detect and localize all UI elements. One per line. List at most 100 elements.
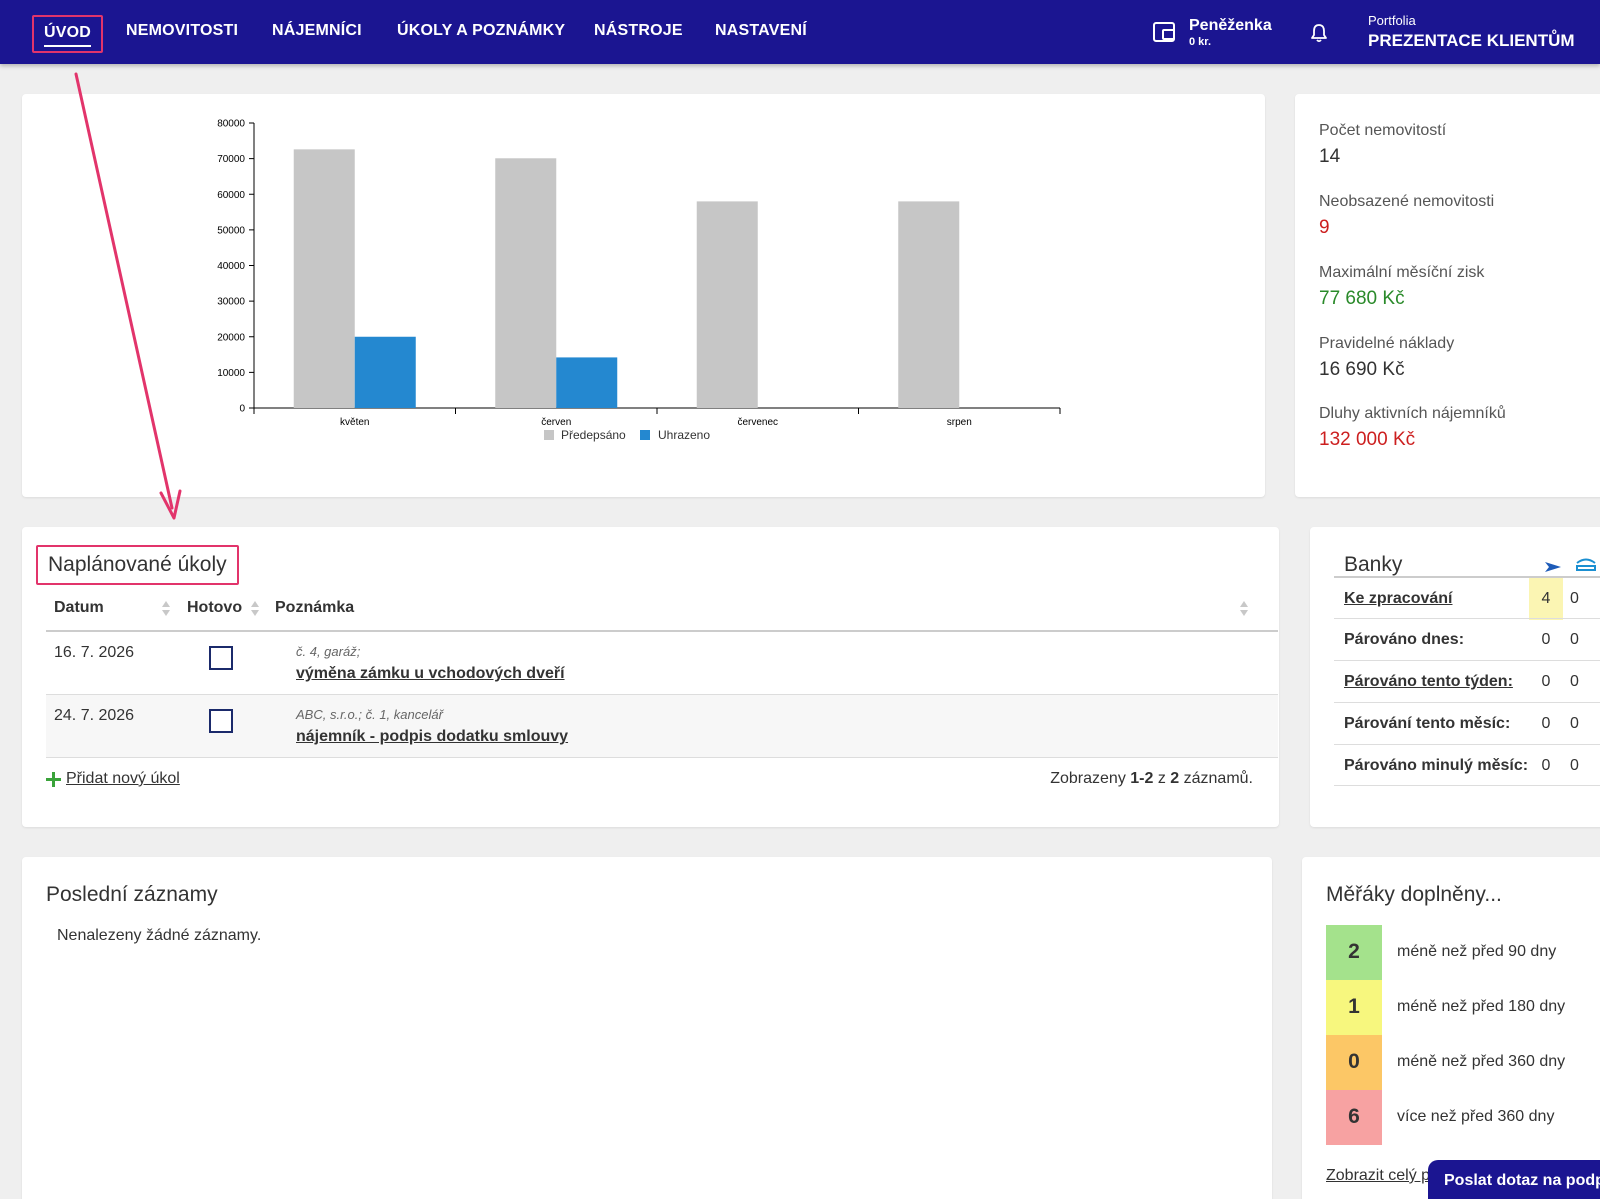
y-tick-label: 0	[239, 404, 245, 415]
paired-last-month-label: Párováno minulý měsíc:	[1344, 757, 1529, 774]
stat-label-property-count: Počet nemovitostí	[1319, 122, 1447, 139]
task-meta: ABC, s.r.o.; č. 1, kancelář	[296, 707, 443, 722]
stat-label-max-profit: Maximální měsíční zisk	[1319, 264, 1485, 281]
bank-row-paired-today: Párováno dnes: 0 0	[1334, 618, 1600, 660]
bank-count: 0	[1570, 673, 1579, 690]
bank-row-paired-month: Párování tento měsíc: 0 0	[1334, 702, 1600, 744]
x-tick-label: červenec	[737, 417, 778, 428]
sort-icon[interactable]	[1240, 601, 1248, 617]
meters-title: Měřáky doplněny...	[1326, 883, 1502, 906]
bank-row-paired-week: Párováno tento týden: 0 0	[1334, 660, 1600, 702]
nav-item-nemovitosti[interactable]: NEMOVITOSTI	[126, 22, 239, 39]
row-divider	[46, 694, 1278, 695]
table-row: 16. 7. 2026 č. 4, garáž; výměna zámku u …	[46, 632, 1278, 694]
support-request-button[interactable]: Poslat dotaz na podporu	[1428, 1160, 1600, 1199]
task-note-link[interactable]: výměna zámku u vchodových dveří	[296, 665, 565, 682]
stat-value-max-profit: 77 680 Kč	[1319, 288, 1405, 309]
bank-count: 0	[1541, 673, 1551, 690]
wallet-title: Peněženka	[1189, 17, 1272, 34]
task-note-link[interactable]: nájemník - podpis dodatku smlouvy	[296, 728, 569, 745]
bell-icon[interactable]	[1310, 23, 1328, 43]
column-header-done[interactable]: Hotovo	[187, 599, 243, 616]
bar-predepsano	[696, 201, 758, 408]
top-navigation-bar: ÚVOD NEMOVITOSTI NÁJEMNÍCI ÚKOLY A POZNÁ…	[0, 0, 1600, 64]
column-header-date[interactable]: Datum	[54, 599, 104, 616]
csob-logo-icon	[1576, 558, 1596, 571]
legend-swatch-uhrazeno	[640, 430, 650, 440]
portfolio-selector[interactable]: PREZENTACE KLIENTŮM	[1368, 31, 1575, 50]
bank-count: 0	[1570, 757, 1579, 774]
nav-item-nastroje[interactable]: NÁSTROJE	[594, 22, 683, 39]
task-date: 16. 7. 2026	[54, 644, 135, 661]
meter-count-over-360: 6	[1326, 1090, 1382, 1145]
paired-today-label: Párováno dnes:	[1344, 631, 1465, 648]
wallet-amount: 0 kr.	[1189, 36, 1212, 48]
meter-label-360: méně než před 360 dny	[1397, 1053, 1566, 1070]
y-tick-label: 70000	[217, 154, 245, 165]
bank-count: 0	[1541, 715, 1551, 732]
stat-value-tenant-debts: 132 000 Kč	[1319, 429, 1416, 450]
plus-icon	[46, 772, 61, 787]
x-tick-label: srpen	[947, 417, 972, 428]
recent-records-empty: Nenalezeny žádné záznamy.	[57, 927, 262, 944]
paired-month-label: Párování tento měsíc:	[1344, 715, 1511, 732]
recent-records-title: Poslední záznamy	[46, 883, 218, 906]
payments-chart: 0 10000 20000 30000 40000 50000 60000 70000 8000…	[217, 119, 1061, 442]
legend-swatch-predepsano	[544, 430, 554, 440]
meter-label-over-360: více než před 360 dny	[1397, 1108, 1555, 1125]
task-done-checkbox[interactable]	[209, 709, 233, 733]
to-process-link[interactable]: Ke zpracování	[1344, 590, 1453, 607]
banks-card: Banky Ke zpracování 4 0 Párováno dnes: 0…	[1310, 527, 1600, 827]
bank-count: 0	[1570, 631, 1579, 648]
y-tick-label: 20000	[217, 332, 245, 343]
paired-week-link[interactable]: Párováno tento týden:	[1344, 673, 1513, 690]
sort-icon[interactable]	[251, 601, 259, 617]
bank-count: 0	[1541, 631, 1551, 648]
stat-value-regular-costs: 16 690 Kč	[1319, 359, 1405, 380]
bar-predepsano	[898, 201, 960, 408]
task-date: 24. 7. 2026	[54, 707, 135, 724]
nav-item-nastaveni[interactable]: NASTAVENÍ	[715, 22, 807, 39]
portfolio-stats-card: Počet nemovitostí 14 Neobsazené nemovito…	[1295, 94, 1600, 497]
payments-chart-card: 0 10000 20000 30000 40000 50000 60000 70000 8000…	[22, 94, 1265, 497]
pagination-summary: Zobrazeny 1-2 z 2 záznamů.	[1050, 770, 1253, 787]
task-meta: č. 4, garáž;	[296, 644, 361, 659]
nav-item-ukoly-a-poznamky[interactable]: ÚKOLY A POZNÁMKY	[397, 22, 566, 39]
sort-icon[interactable]	[162, 601, 170, 617]
bar-uhrazeno	[354, 336, 416, 408]
recent-records-card: Poslední záznamy Nenalezeny žádné záznam…	[22, 857, 1272, 1199]
nav-item-najemnici[interactable]: NÁJEMNÍCI	[272, 22, 362, 39]
banks-title: Banky	[1344, 553, 1403, 576]
nav-item-uvod[interactable]: ÚVOD	[32, 15, 104, 53]
bank-count: 0	[1541, 757, 1551, 774]
y-tick-label: 60000	[217, 190, 245, 201]
meter-count-360: 0	[1326, 1035, 1382, 1090]
y-tick-label: 30000	[217, 297, 245, 308]
table-header-divider	[46, 630, 1278, 632]
show-all-meters-link[interactable]: Zobrazit celý p	[1326, 1167, 1431, 1184]
stat-value-vacant: 9	[1319, 217, 1330, 238]
column-header-note[interactable]: Poznámka	[275, 599, 355, 616]
bank-row-to-process: Ke zpracování 4 0	[1334, 576, 1600, 620]
meter-label-90: méně než před 90 dny	[1397, 943, 1557, 960]
bar-predepsano	[495, 158, 557, 408]
planned-tasks-card: Naplánované úkoly Datum Hotovo Poznámka …	[22, 527, 1279, 827]
meter-count-180: 1	[1326, 980, 1382, 1035]
bank-logo-arrow-icon	[1545, 562, 1561, 572]
row-divider	[46, 757, 1278, 758]
bank-count: 4	[1529, 578, 1563, 620]
task-done-checkbox[interactable]	[209, 646, 233, 670]
wallet-icon	[1153, 22, 1175, 42]
stat-label-vacant: Neobsazené nemovitosti	[1319, 193, 1495, 210]
bank-row-paired-last-month: Párováno minulý měsíc: 0 0	[1334, 744, 1600, 786]
y-tick-label: 10000	[217, 368, 245, 379]
portfolio-label: Portfolia	[1368, 13, 1416, 28]
meter-label-180: méně než před 180 dny	[1397, 998, 1566, 1015]
bar-predepsano	[293, 149, 355, 409]
planned-tasks-title: Naplánované úkoly	[36, 545, 239, 585]
y-tick-label: 40000	[217, 261, 245, 272]
meters-card: Měřáky doplněny... 2 méně než před 90 dn…	[1302, 857, 1600, 1199]
legend-label-predepsano: Předepsáno	[561, 428, 626, 442]
meter-count-90: 2	[1326, 925, 1382, 980]
y-tick-label: 50000	[217, 225, 245, 236]
